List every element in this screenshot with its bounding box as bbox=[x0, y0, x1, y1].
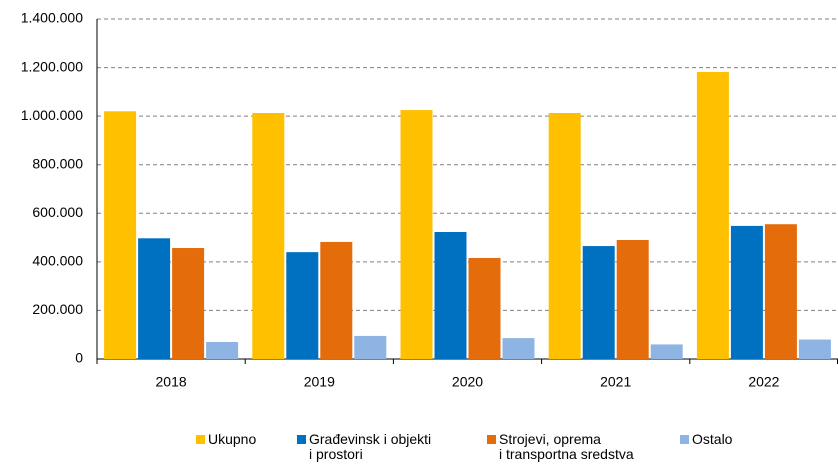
bar bbox=[650, 344, 683, 359]
bar bbox=[252, 112, 285, 359]
bar bbox=[798, 339, 831, 359]
legend-item: Ostalo bbox=[680, 432, 732, 447]
legend-swatch bbox=[487, 435, 496, 444]
legend-label: Ukupno bbox=[208, 431, 257, 447]
legend-swatch bbox=[196, 435, 205, 444]
legend-item: Strojevi, oprema i transportna sredstva bbox=[487, 432, 634, 462]
bar bbox=[502, 338, 535, 359]
legend-swatch bbox=[680, 435, 689, 444]
bar bbox=[582, 246, 615, 359]
bar bbox=[616, 240, 649, 359]
bar bbox=[468, 257, 501, 359]
y-tick-label: 800.000 bbox=[32, 155, 83, 171]
bar bbox=[172, 248, 205, 359]
bar bbox=[400, 110, 433, 359]
x-tick-label: 2021 bbox=[600, 374, 631, 390]
y-tick-label: 200.000 bbox=[32, 301, 83, 317]
y-tick-label: 0 bbox=[75, 350, 83, 366]
bar bbox=[764, 224, 797, 359]
bar bbox=[354, 335, 387, 359]
bar bbox=[696, 71, 729, 359]
bar bbox=[104, 111, 137, 360]
x-tick-label: 2019 bbox=[304, 374, 335, 390]
bar bbox=[320, 241, 353, 359]
x-tick-label: 2018 bbox=[156, 374, 187, 390]
y-tick-label: 600.000 bbox=[32, 204, 83, 220]
bar bbox=[730, 225, 763, 359]
legend-label: Strojevi, oprema i transportna sredstva bbox=[499, 431, 634, 462]
y-tick-label: 1.400.000 bbox=[21, 10, 83, 26]
y-tick-label: 1.200.000 bbox=[21, 58, 83, 74]
bar bbox=[206, 342, 239, 359]
y-tick-label: 400.000 bbox=[32, 253, 83, 269]
legend-item: Građevinsk i objekti i prostori bbox=[297, 432, 431, 462]
bar bbox=[286, 252, 319, 359]
x-tick-label: 2020 bbox=[452, 374, 483, 390]
y-tick-label: 1.000.000 bbox=[21, 107, 83, 123]
legend-swatch bbox=[297, 435, 306, 444]
x-tick-label: 2022 bbox=[748, 374, 779, 390]
bar bbox=[138, 238, 171, 359]
plot: 0 200.000 400.000 600.000 800.000 1.000.000 1.… bbox=[21, 10, 838, 390]
legend-label: Ostalo bbox=[692, 431, 733, 447]
bar bbox=[548, 112, 581, 359]
legend-item: Ukupno bbox=[196, 432, 256, 447]
bar bbox=[434, 231, 467, 359]
legend-label: Građevinsk i objekti i prostori bbox=[309, 431, 432, 462]
